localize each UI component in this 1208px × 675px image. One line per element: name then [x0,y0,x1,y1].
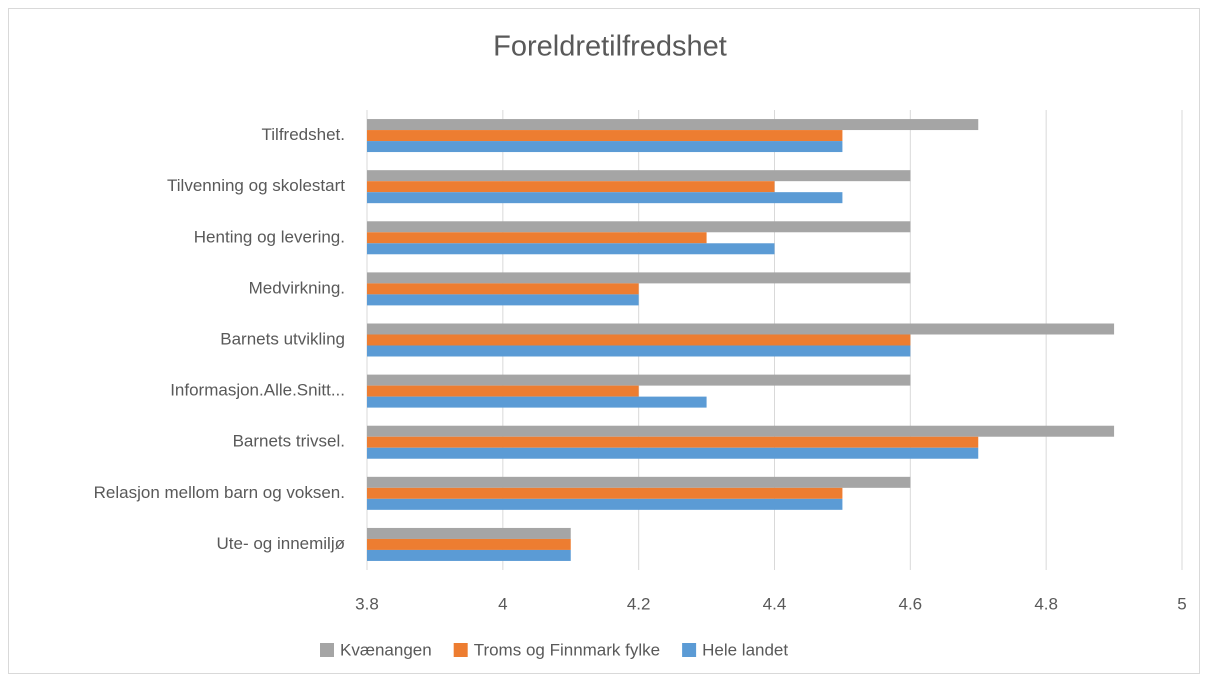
legend-swatch [320,643,334,657]
bar [367,323,1115,335]
bar [367,527,571,539]
bar [367,385,639,397]
x-tick-label: 4.6 [899,594,923,613]
x-tick-label: 4.4 [763,594,787,613]
bar [367,294,639,306]
bar [367,334,911,346]
bar [367,436,979,448]
bar [367,447,979,459]
y-tick-label: Relasjon mellom barn og voksen. [94,483,345,502]
bar [367,181,775,193]
y-tick-label: Henting og levering. [194,227,345,246]
x-tick-label: 4.8 [1034,594,1058,613]
y-tick-label: Barnets trivsel. [233,432,345,451]
bar [367,396,707,408]
bar [367,192,843,204]
bar [367,549,571,561]
bar [367,232,707,244]
y-tick-label: Medvirkning. [249,278,345,297]
bar [367,498,843,510]
bar [367,272,911,284]
bar [367,221,911,233]
bar [367,476,911,488]
bar [367,487,843,499]
bar [367,141,843,153]
bar [367,130,843,142]
y-tick-label: Ute- og innemiljø [217,534,346,553]
bar [367,283,639,295]
legend-label: Hele landet [702,640,788,659]
legend-label: Troms og Finnmark fylke [474,640,660,659]
legend-label: Kvænangen [340,640,432,659]
y-tick-label: Tilvenning og skolestart [167,176,345,195]
bar [367,425,1115,437]
bar [367,374,911,386]
legend-swatch [453,643,468,657]
y-tick-label: Informasjon.Alle.Snitt... [170,381,345,400]
bar [367,170,911,182]
bar [367,345,911,357]
bar [367,243,775,255]
x-tick-label: 4 [498,594,507,613]
x-tick-label: 4.2 [627,594,651,613]
chart-title: Foreldretilfredshet [493,31,727,63]
y-tick-label: Barnets utvikling [220,329,345,348]
legend-swatch [682,643,697,657]
x-tick-label: 5 [1177,594,1186,613]
x-tick-label: 3.8 [355,594,379,613]
bar [367,538,571,550]
bar [367,119,979,131]
y-tick-label: Tilfredshet. [262,125,345,144]
